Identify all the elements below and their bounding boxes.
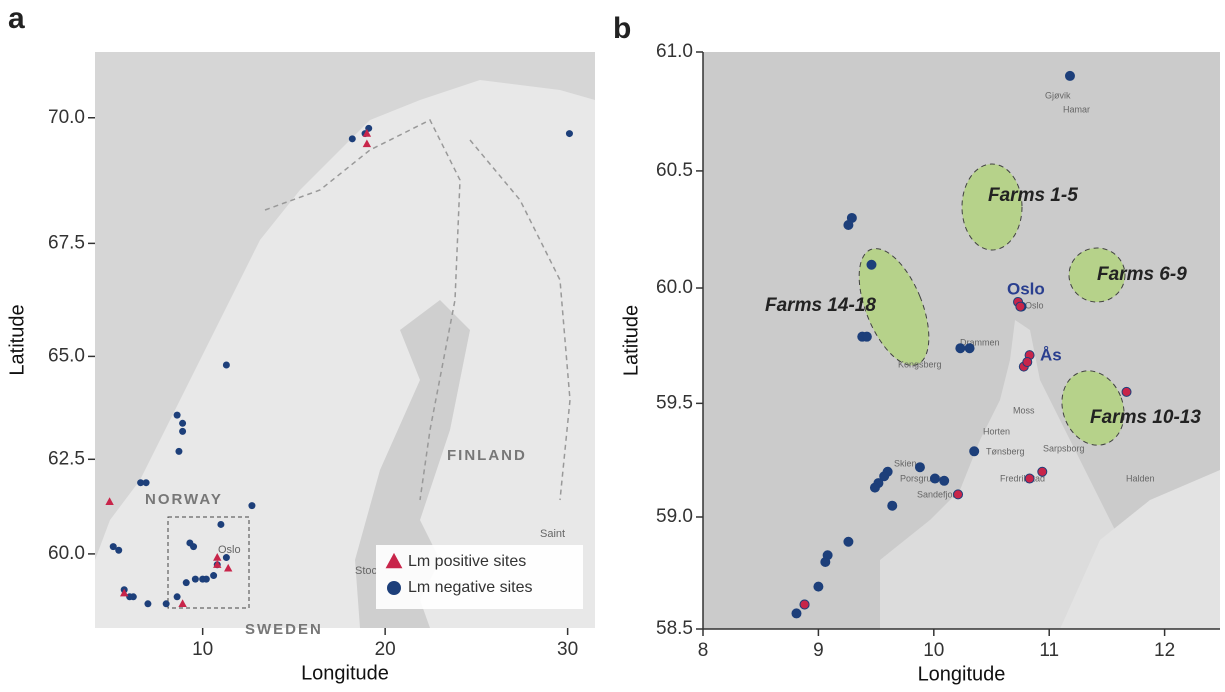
circle-marker [217,521,224,528]
circle-marker [1025,474,1034,483]
x-tick-label: 10 [192,639,213,660]
x-tick-label: 9 [813,640,824,661]
circle-marker [800,600,809,609]
city-label: Ås [1040,345,1062,364]
place-label: Oslo [1025,300,1044,310]
circle-marker [915,463,924,472]
y-tick-label: 61.0 [656,41,693,62]
circle-marker [248,502,255,509]
figure: NORWAY FINLAND SWEDEN Oslo Stoc Saint a … [0,0,1225,687]
circle-marker [954,490,963,499]
place-label: Skien [894,458,917,468]
place-label: Fredrikstad [1000,473,1045,483]
x-tick-label: 20 [375,639,396,660]
place-label: Oslo [218,544,241,556]
circle-marker [821,557,830,566]
place-label: Hamar [1063,104,1090,114]
circle-marker [192,576,199,583]
country-label: NORWAY [145,491,223,508]
farm-label: Farms 10-13 [1090,407,1201,428]
circle-marker [210,572,217,579]
circle-marker [223,361,230,368]
x-axis-label: Longitude [918,663,1006,685]
y-tick-label: 62.5 [48,448,85,469]
circle-marker [1122,387,1131,396]
circle-marker [965,344,974,353]
circle-marker [130,593,137,600]
circle-marker [179,428,186,435]
legend-label: Lm positive sites [408,553,526,570]
circle-marker [163,600,170,607]
circle-marker [349,135,356,142]
place-label: Horten [983,426,1010,436]
y-tick-label: 58.5 [656,618,693,639]
circle-marker [862,332,871,341]
place-label: Saint [540,528,565,540]
circle-marker [814,582,823,591]
place-label: Stoc [355,565,378,577]
circle-marker [940,476,949,485]
circle-marker [844,221,853,230]
x-tick-label: 12 [1154,640,1175,661]
x-tick-label: 10 [923,640,944,661]
circle-marker [870,483,879,492]
country-label: FINLAND [447,447,527,464]
farm-label: Farms 6-9 [1097,264,1187,285]
circle-marker [223,554,230,561]
y-tick-label: 70.0 [48,107,85,128]
y-tick-label: 60.0 [48,543,85,564]
circle-marker [1023,358,1032,367]
farm-label: Farms 1-5 [988,185,1078,206]
x-tick-label: 30 [557,639,578,660]
panel-label: a [8,2,25,35]
circle-marker [888,501,897,510]
place-label: Sarpsborg [1043,443,1085,453]
circle-marker [566,130,573,137]
place-label: Moss [1013,405,1035,415]
place-label: Tønsberg [986,446,1025,456]
place-label: Halden [1126,473,1155,483]
x-tick-label: 11 [1039,640,1059,661]
y-axis-label: Latitude [6,304,28,375]
farm-label: Farms 14-18 [765,295,876,316]
y-tick-label: 60.5 [656,160,693,181]
circle-marker [792,609,801,618]
circle-marker [956,344,965,353]
circle-marker [1038,467,1047,476]
circle-marker [387,581,401,595]
panel-label: b [613,12,631,45]
y-tick-label: 59.0 [656,506,693,527]
y-axis-label: Latitude [620,305,642,376]
place-label: Kongsberg [898,359,942,369]
legend-label: Lm negative sites [408,579,533,596]
circle-marker [179,420,186,427]
country-label: SWEDEN [245,621,323,638]
circle-marker [175,448,182,455]
place-label: Gjøvik [1045,90,1071,100]
circle-marker [174,593,181,600]
circle-marker [930,474,939,483]
circle-marker [143,479,150,486]
city-label: Oslo [1007,279,1045,298]
y-tick-label: 67.5 [48,232,85,253]
circle-marker [1065,71,1074,80]
circle-marker [203,576,210,583]
x-tick-label: 8 [698,640,709,661]
circle-marker [115,547,122,554]
circle-marker [867,260,876,269]
y-tick-label: 60.0 [656,277,693,298]
x-axis-label: Longitude [301,662,389,684]
y-tick-label: 59.5 [656,392,693,413]
circle-marker [844,537,853,546]
circle-marker [1016,302,1025,311]
farm-area [962,164,1022,250]
circle-marker [144,600,151,607]
circle-marker [174,412,181,419]
circle-marker [970,447,979,456]
y-tick-label: 65.0 [48,345,85,366]
circle-marker [190,543,197,550]
circle-marker [183,579,190,586]
